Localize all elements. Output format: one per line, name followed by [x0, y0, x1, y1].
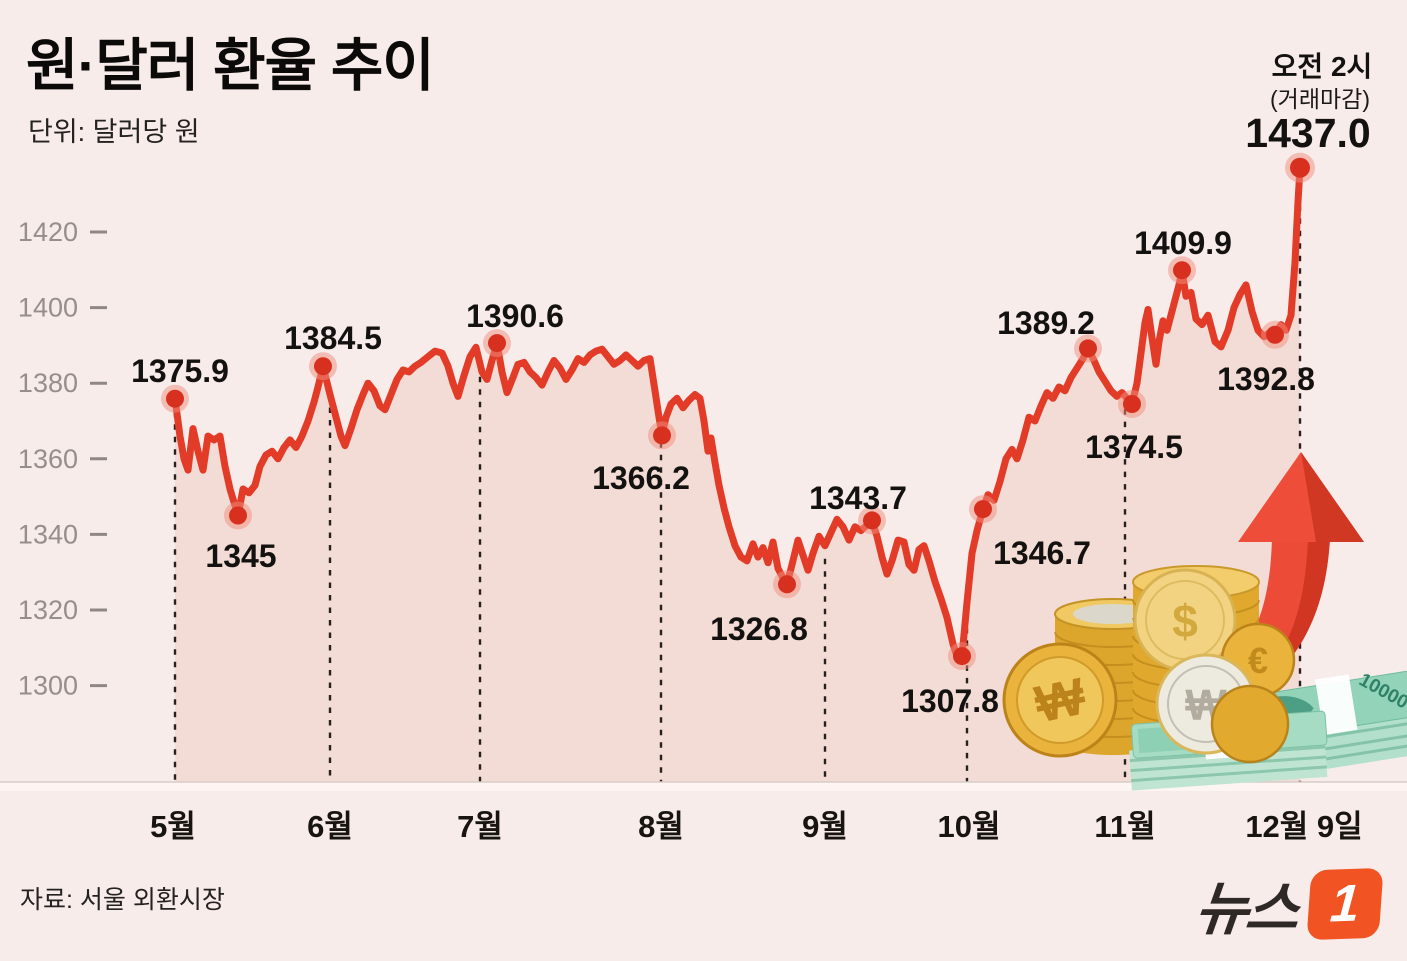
y-tick-label: 1380	[18, 368, 78, 398]
data-point-dot	[974, 500, 992, 519]
axis-baseline	[0, 782, 1407, 791]
data-point-dot	[653, 426, 671, 445]
data-point-label: 1346.7	[993, 535, 1091, 571]
page-title: 원·달러 환율 추이	[26, 34, 435, 98]
data-point-dot	[166, 389, 184, 408]
arrow-head-shade	[1301, 452, 1364, 542]
news1-logo-badge: 1	[1306, 867, 1384, 941]
x-axis-label: 9월	[802, 809, 848, 844]
y-tick-label: 1320	[18, 595, 78, 625]
data-point-dot	[863, 511, 881, 530]
news1-logo-text: 뉴스	[1192, 877, 1300, 942]
unit-label: 단위: 달러당 원	[28, 117, 200, 147]
data-point-dot	[1290, 157, 1310, 178]
data-point-dot	[953, 647, 971, 666]
x-axis-label: 11월	[1094, 809, 1155, 844]
coin-euro-mark: €	[1248, 640, 1268, 681]
x-axis-label: 5월	[150, 809, 196, 844]
data-point-label: 1390.6	[466, 298, 564, 334]
y-tick-label: 1420	[18, 217, 78, 247]
final-value-label: 1437.0	[1245, 110, 1370, 156]
data-point-dot	[1266, 325, 1284, 344]
news1-logo: 뉴스 1	[1192, 862, 1384, 946]
data-point-label: 1343.7	[809, 480, 907, 516]
data-point-label: 1345	[205, 538, 276, 574]
coin-dollar: $	[1133, 568, 1237, 672]
data-point-label: 1389.2	[997, 305, 1095, 341]
news1-logo-badge-number: 1	[1328, 874, 1362, 934]
arrow-shaft-shade	[1192, 538, 1330, 730]
data-point-dot	[314, 357, 332, 376]
arrow-shaft	[1150, 538, 1330, 730]
annotation-time: 오전 2시	[1271, 51, 1373, 82]
y-tick-label: 1300	[18, 671, 78, 701]
source-credit: 자료: 서울 외환시장	[20, 886, 225, 914]
y-tick-label: 1360	[18, 444, 78, 474]
coin-inner-ring	[1016, 656, 1104, 744]
x-axis-label: 8월	[638, 809, 684, 844]
x-axis-label: 10월	[937, 809, 1000, 844]
coin-dollar-mark: $	[1172, 595, 1198, 647]
data-point-label: 1384.5	[284, 320, 382, 356]
coin-face	[1210, 684, 1290, 764]
coin-won-large: ₩	[1002, 642, 1118, 758]
data-point-dot	[229, 506, 247, 525]
x-axis-label: 7월	[457, 809, 503, 844]
data-point-dot	[1079, 339, 1097, 358]
y-tick-label: 1400	[18, 293, 78, 323]
data-point-dot	[778, 575, 796, 594]
data-point-label: 1409.9	[1134, 225, 1232, 261]
coin-gold-small	[1210, 684, 1290, 764]
data-point-dot	[1123, 395, 1141, 413]
data-point-label: 1326.8	[710, 611, 808, 647]
data-point-label: 1307.8	[901, 683, 999, 719]
y-tick-label: 1340	[18, 519, 78, 549]
data-point-dot	[488, 334, 506, 353]
data-point-label: 1392.8	[1217, 361, 1315, 397]
up-arrow-icon	[1150, 452, 1364, 730]
data-point-label: 1374.5	[1085, 429, 1183, 465]
area-fill	[175, 167, 1300, 782]
data-point-dot	[1173, 261, 1191, 280]
annotation-trade-close: (거래마감)	[1270, 86, 1370, 112]
data-point-label: 1375.9	[131, 353, 229, 389]
x-axis-label: 6월	[307, 809, 353, 844]
x-axis-label: 12월 9일	[1245, 809, 1362, 844]
data-point-label: 1366.2	[592, 460, 690, 496]
